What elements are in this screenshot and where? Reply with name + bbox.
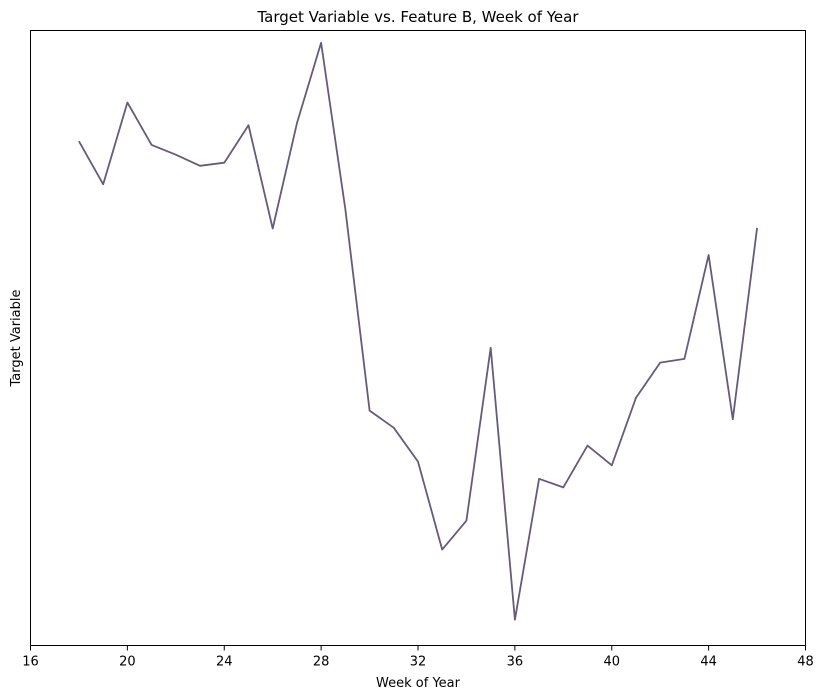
y-axis-label: Target Variable	[9, 290, 24, 388]
x-tick-label: 32	[410, 655, 427, 670]
x-tick-label: 40	[603, 655, 620, 670]
x-axis-label: Week of Year	[376, 676, 461, 691]
x-tick-label: 28	[313, 655, 330, 670]
x-tick-label: 24	[216, 655, 233, 670]
x-tick-label: 48	[797, 655, 814, 670]
x-tick-label: 44	[700, 655, 717, 670]
x-axis: 16 20 24 28 32 36 40 44 48	[22, 645, 814, 670]
x-tick-label: 20	[119, 655, 136, 670]
x-tick-label: 36	[507, 655, 524, 670]
x-tick-label: 16	[22, 655, 39, 670]
plot-area	[78, 41, 758, 621]
series-line-0	[78, 41, 758, 621]
chart-title: Target Variable vs. Feature B, Week of Y…	[256, 8, 579, 26]
